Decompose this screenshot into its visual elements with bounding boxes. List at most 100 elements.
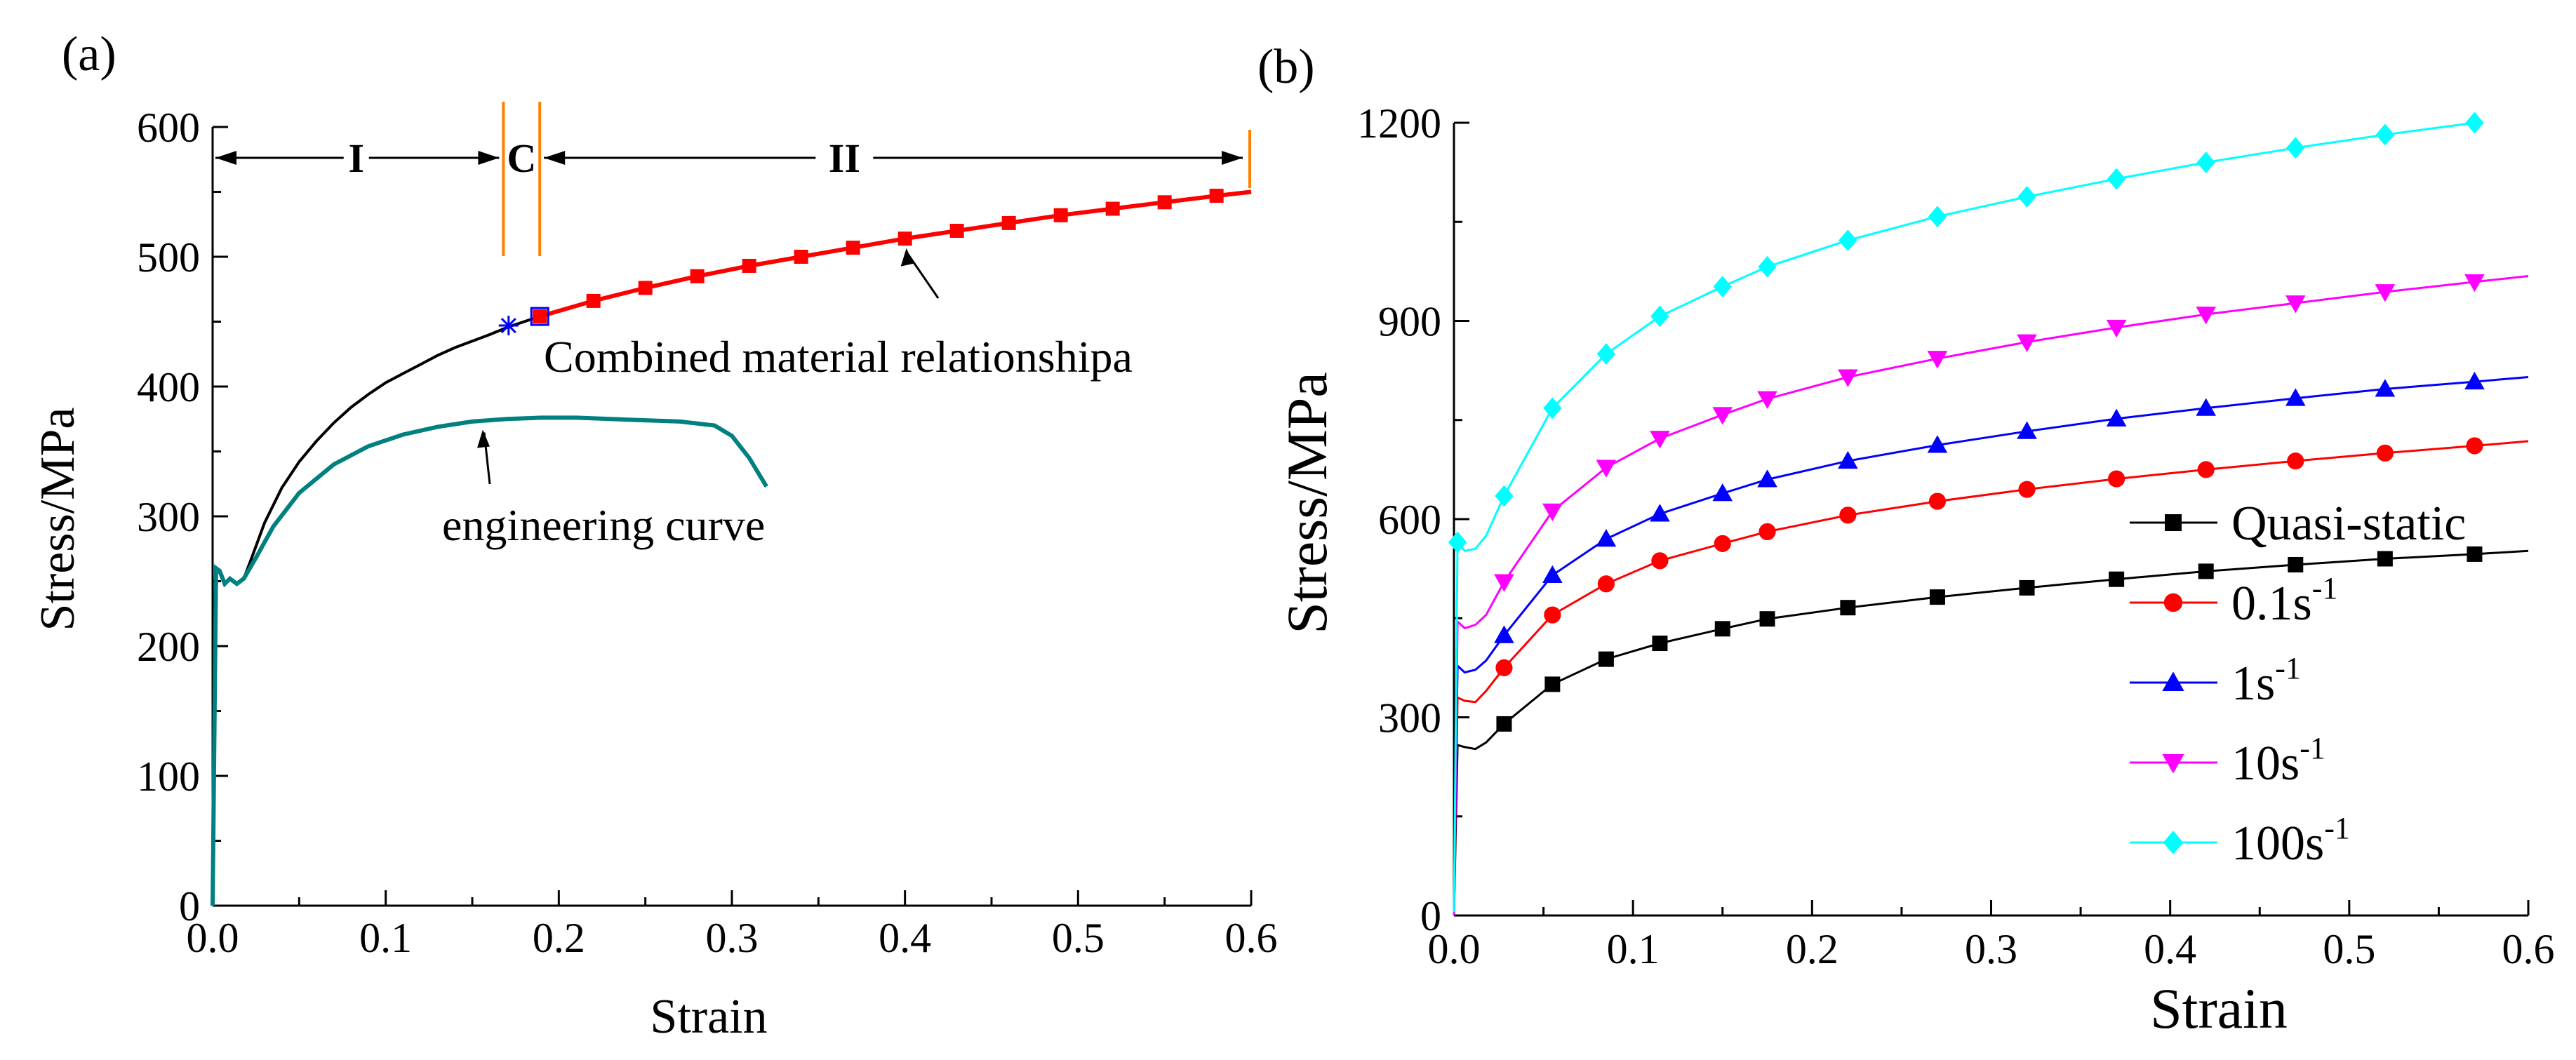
series-point bbox=[1598, 651, 1614, 667]
combined-point bbox=[1157, 195, 1172, 210]
y-tick-label: 0 bbox=[179, 883, 200, 930]
x-tick-label: 0.4 bbox=[879, 915, 931, 961]
series-point bbox=[1759, 523, 1776, 540]
combined-relationship-annotation: Combined material relationshipa bbox=[544, 332, 1133, 382]
series-point bbox=[2197, 461, 2215, 478]
combined-point bbox=[742, 258, 756, 273]
series-point bbox=[1650, 305, 1669, 328]
combined-point bbox=[1053, 208, 1068, 222]
x-tick-label: 0.5 bbox=[2323, 926, 2375, 972]
y-tick-label: 400 bbox=[137, 364, 200, 410]
series-point bbox=[2017, 186, 2036, 208]
series-point bbox=[2198, 563, 2214, 579]
x-tick-label: 0.0 bbox=[1428, 926, 1481, 972]
engineering-curve-annotation: engineering curve bbox=[442, 500, 765, 550]
combined-point bbox=[690, 269, 705, 283]
series-point bbox=[1757, 469, 1777, 488]
panel-a-label: (a) bbox=[62, 27, 116, 81]
series-point bbox=[2376, 444, 2394, 462]
engineering-annotation-arrowhead bbox=[477, 429, 490, 448]
panel-b-xlabel: Strain bbox=[2150, 977, 2288, 1040]
series-point bbox=[1597, 575, 1615, 593]
series-point bbox=[2285, 295, 2306, 314]
series-0 bbox=[1453, 546, 2529, 916]
series-point bbox=[2109, 571, 2125, 587]
combined-point bbox=[1105, 201, 1120, 216]
x-tick-label: 0.1 bbox=[359, 915, 412, 961]
series-point bbox=[2107, 168, 2126, 190]
series-point bbox=[1714, 621, 1730, 637]
series-point bbox=[1928, 206, 1947, 228]
true-stress-line bbox=[211, 315, 540, 906]
legend-label: 0.1s-1 bbox=[2231, 571, 2337, 631]
series-point bbox=[1840, 600, 1856, 616]
legend-symbol bbox=[2162, 754, 2184, 774]
series-point bbox=[1652, 636, 1668, 652]
combined-point bbox=[1001, 215, 1016, 230]
series-point bbox=[1448, 531, 1467, 554]
series-point bbox=[1758, 255, 1777, 278]
x-tick-label: 0.4 bbox=[2144, 926, 2196, 972]
x-tick-label: 0.1 bbox=[1607, 926, 1660, 972]
series-point bbox=[1542, 503, 1563, 521]
combined-point bbox=[897, 232, 912, 246]
series-point bbox=[2196, 152, 2215, 173]
y-tick-label: 500 bbox=[137, 234, 200, 281]
combined-point bbox=[1209, 189, 1224, 203]
y-tick-label: 200 bbox=[137, 624, 200, 670]
series-point bbox=[2288, 556, 2304, 572]
y-tick-label: 600 bbox=[1378, 497, 1441, 543]
series-point bbox=[1927, 351, 1948, 369]
series-line bbox=[1453, 549, 2529, 916]
region-label-i: I bbox=[348, 135, 364, 181]
series-point bbox=[2019, 579, 2035, 596]
series-point bbox=[1651, 552, 1669, 570]
series-point bbox=[1543, 397, 1562, 420]
series-point bbox=[2467, 546, 2483, 562]
series-point bbox=[1496, 716, 1512, 732]
series-point bbox=[2196, 398, 2216, 416]
legend-label: 100s-1 bbox=[2231, 811, 2350, 871]
series-point bbox=[2464, 274, 2485, 293]
panel-b-ylabel: Stress/MPa bbox=[1275, 372, 1339, 634]
combined-point bbox=[949, 224, 964, 238]
transition-cross-marker bbox=[498, 316, 519, 336]
series-point bbox=[1544, 676, 1561, 692]
y-tick-label: 300 bbox=[1378, 695, 1441, 742]
series-point bbox=[1494, 625, 1514, 643]
y-tick-label: 300 bbox=[137, 494, 200, 540]
series-point bbox=[2464, 371, 2485, 390]
region-label-bg bbox=[343, 135, 369, 180]
series-point bbox=[2287, 452, 2304, 470]
series-point bbox=[2375, 123, 2395, 146]
combined-point bbox=[638, 281, 653, 295]
panel-a-xlabel: Strain bbox=[650, 990, 767, 1044]
series-line bbox=[1453, 440, 2529, 916]
series-point bbox=[1757, 391, 1777, 409]
combined-point bbox=[794, 250, 808, 264]
series-point bbox=[1712, 407, 1733, 425]
series-point bbox=[2108, 470, 2125, 488]
panel-a-plot: 0.0 0.1 0.2 0.3 0.4 0.5 0.6 0 100 200 300 400 500 600… bbox=[137, 102, 1278, 961]
series-point bbox=[1929, 589, 1945, 605]
series-line bbox=[1453, 376, 2529, 916]
series-point bbox=[1713, 276, 1732, 297]
series-point bbox=[1596, 528, 1617, 547]
series-point bbox=[1759, 611, 1775, 627]
combined-annotation-arrow bbox=[907, 253, 940, 299]
series-point bbox=[1714, 535, 1731, 552]
x-tick-label: 0.6 bbox=[1225, 915, 1278, 961]
y-tick-label: 600 bbox=[137, 105, 200, 151]
series-point bbox=[2106, 408, 2127, 427]
series-point bbox=[2285, 388, 2306, 406]
x-tick-label: 0.6 bbox=[2502, 926, 2555, 972]
series-point bbox=[1544, 606, 1561, 624]
series-3 bbox=[1453, 274, 2529, 916]
y-tick-label: 900 bbox=[1378, 299, 1441, 345]
x-tick-label: 0.3 bbox=[706, 915, 759, 961]
legend-symbol bbox=[2162, 671, 2184, 691]
series-point bbox=[1838, 450, 1858, 469]
region-label-ii: II bbox=[829, 135, 860, 181]
region-i-arrow-head-right bbox=[478, 151, 500, 165]
